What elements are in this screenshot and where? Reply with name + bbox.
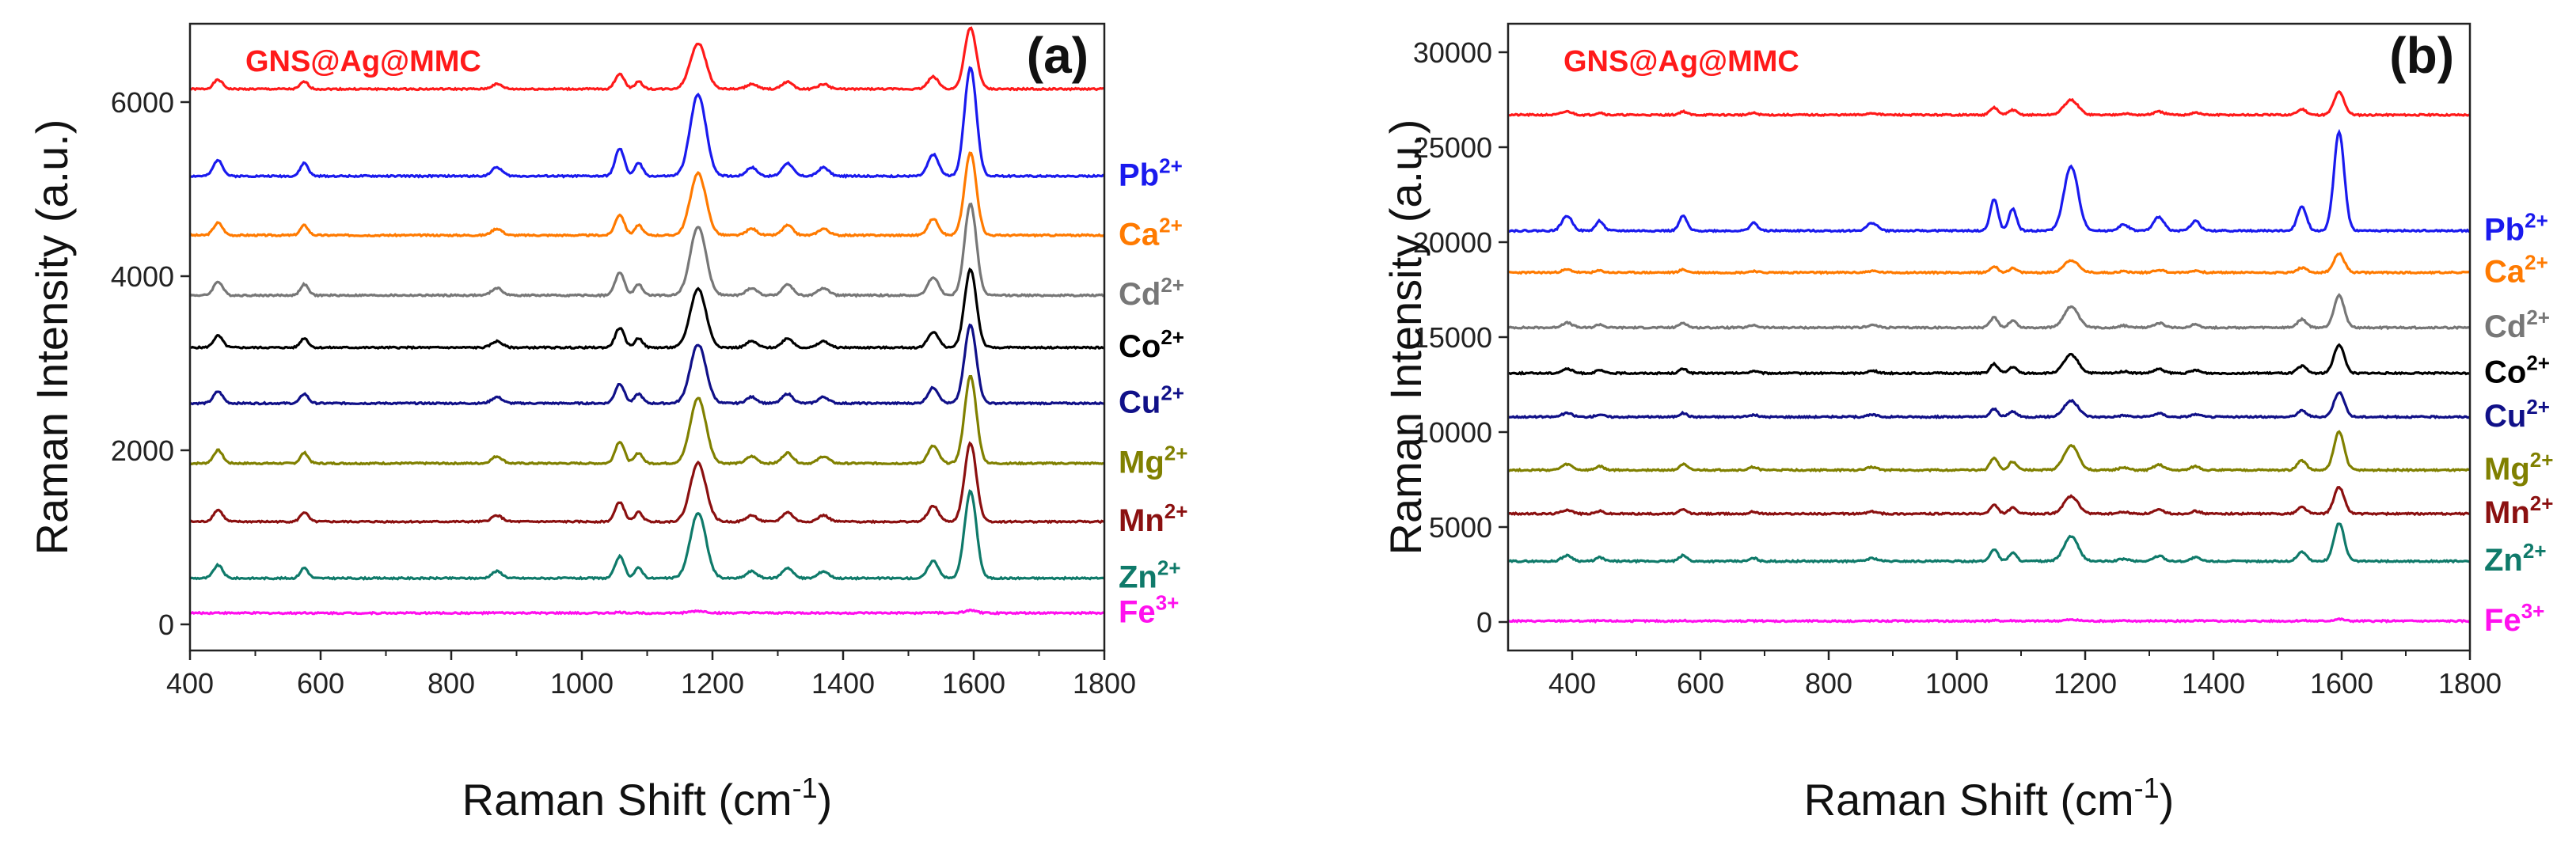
y-tick-label: 0: [1476, 606, 1492, 639]
x-axis-title: Raman Shift (cm-1): [462, 772, 833, 825]
series-line-pb2: [189, 66, 1105, 179]
series-line-mg2: [1507, 430, 2471, 473]
x-tick-label: 1600: [2310, 667, 2373, 700]
series-label-pb: Pb2+: [1119, 154, 1183, 193]
panel-label: (b): [2389, 27, 2454, 84]
x-axis-title-close: ): [2160, 775, 2175, 825]
series-line-co2: [1507, 343, 2471, 376]
series-label-co: Co2+: [1119, 325, 1184, 364]
series-label-fe: Fe3+: [1119, 591, 1179, 630]
panel-b: Pb2+Ca2+ Cd2+ Co2+ Cu2+ Mg2+ Mn2+ Zn2+ Fe3+ 400 6…: [1381, 22, 2553, 825]
series-label-charge: 2+: [2525, 209, 2548, 233]
series-label-charge: 2+: [1161, 381, 1184, 405]
series-label-charge: 2+: [2526, 395, 2550, 419]
series-line-gnsagmmc: [1508, 89, 2471, 118]
y-tick-label: 20000: [1413, 226, 1492, 259]
series-label-pb: Pb2+: [2484, 209, 2548, 248]
series-label-ca: Ca2+: [2484, 250, 2548, 289]
x-tick-label: 1200: [681, 667, 744, 700]
series-label-charge: 2+: [2525, 250, 2548, 274]
series-label-charge: 2+: [1159, 213, 1183, 237]
series-line-mn2: [189, 441, 1105, 525]
series-line-fe3: [1507, 617, 2472, 624]
y-tick-label: 25000: [1413, 131, 1492, 164]
x-tick-label: 800: [1805, 667, 1852, 700]
series-label-zn: Zn2+: [1119, 556, 1181, 595]
series-label-cd: Cd2+: [2484, 305, 2550, 344]
x-tick-label: 1000: [550, 667, 614, 700]
x-tick-label: 400: [166, 667, 214, 700]
series-label-charge: 2+: [2530, 491, 2554, 515]
series-label-charge: 2+: [1161, 273, 1184, 297]
x-tick-label: 800: [427, 667, 475, 700]
y-tick-label: 2000: [111, 434, 174, 467]
series-line-pb2: [1507, 128, 2471, 233]
y-tick-label: 30000: [1413, 36, 1492, 69]
panel-a: Pb2+ Ca2+ Cd2+ Co2+ Cu2+ Mg2+ Mn2+ Zn2+Fe3+ 400 6…: [27, 22, 1187, 825]
x-axis-title: Raman Shift (cm-1): [1804, 772, 2175, 825]
x-tick-label: 600: [297, 667, 344, 700]
y-tick-label: 4000: [111, 260, 174, 293]
x-tick-label: 1200: [2054, 667, 2117, 700]
series-label-cu: Cu2+: [2484, 395, 2550, 434]
series-label-mn: Mn2+: [1119, 499, 1187, 538]
series-label-fe: Fe3+: [2484, 599, 2544, 638]
series-line-cu2: [1507, 391, 2471, 420]
y-tick-label: 5000: [1429, 511, 1492, 544]
x-axis-title-sup: -1: [2134, 772, 2160, 804]
y-tick-label: 10000: [1413, 416, 1492, 449]
x-axis-title-sup: -1: [792, 772, 818, 804]
series-line-zn2: [189, 489, 1105, 581]
series-label-charge: 2+: [2526, 351, 2550, 375]
series-label-charge: 2+: [1161, 325, 1184, 349]
series-line-mn2: [1506, 486, 2471, 517]
series-line-co2: [189, 267, 1105, 351]
x-tick-label: 1800: [1073, 667, 1136, 700]
sample-label: GNS@Ag@MMC: [1563, 45, 1799, 78]
x-tick-label: 600: [1677, 667, 1724, 700]
series-label-zn: Zn2+: [2484, 539, 2547, 578]
x-tick-label: 1400: [811, 667, 875, 700]
series-line-cd2: [188, 202, 1104, 298]
series-label-charge: 2+: [1165, 442, 1188, 465]
series-label-cd: Cd2+: [1119, 273, 1184, 312]
series-label-charge: 2+: [2526, 305, 2550, 329]
series-line-ca2: [1507, 252, 2471, 275]
series-line-fe3: [189, 608, 1105, 616]
series-line-ca2: [188, 151, 1106, 238]
x-tick-label: 1800: [2438, 667, 2502, 700]
series-label-charge: 3+: [1156, 591, 1180, 615]
series-label-charge: 2+: [2523, 539, 2547, 563]
y-tick-label: 0: [158, 609, 174, 641]
series-line-mg2: [189, 375, 1105, 466]
panel-label: (a): [1027, 27, 1089, 84]
y-tick-label: 6000: [111, 86, 174, 119]
series-label-charge: 3+: [2521, 599, 2545, 623]
series-label-co: Co2+: [2484, 351, 2550, 390]
series-label-mg: Mg2+: [1119, 442, 1187, 480]
x-tick-label: 1600: [942, 667, 1005, 700]
series-line-zn2: [1507, 522, 2471, 564]
series-label-charge: 2+: [2530, 448, 2554, 472]
series-label-charge: 2+: [1159, 154, 1183, 178]
series-label-mn: Mn2+: [2484, 491, 2553, 530]
series-label-mg: Mg2+: [2484, 448, 2553, 487]
series-line-gnsagmmc: [189, 26, 1105, 92]
y-axis-title: Raman Intensity (a.u.): [1381, 119, 1430, 556]
series-line-cu2: [189, 323, 1105, 406]
series-line-cd2: [1507, 293, 2471, 331]
y-axis-title: Raman Intensity (a.u.): [27, 119, 77, 556]
x-tick-label: 1000: [1925, 667, 1989, 700]
sample-label: GNS@Ag@MMC: [245, 45, 481, 78]
x-tick-label: 1400: [2182, 667, 2245, 700]
series-label-charge: 2+: [1157, 556, 1181, 580]
x-tick-label: 400: [1548, 667, 1596, 700]
series-label-ca: Ca2+: [1119, 213, 1183, 252]
y-tick-label: 15000: [1413, 321, 1492, 354]
series-label-cu: Cu2+: [1119, 381, 1184, 420]
x-axis-title-close: ): [818, 775, 833, 825]
series-label-charge: 2+: [1165, 499, 1188, 523]
